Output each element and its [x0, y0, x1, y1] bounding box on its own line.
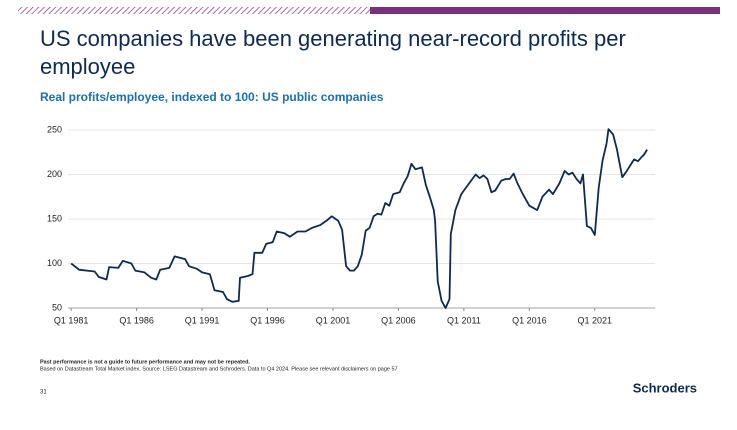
header-bar	[370, 7, 720, 14]
y-tick-label: 50	[52, 302, 62, 312]
x-tick-label: Q1 1981	[54, 315, 89, 325]
x-tick-label: Q1 2006	[381, 315, 416, 325]
source-note: Based on Datastream Total Market index. …	[40, 366, 398, 372]
x-tick-label: Q1 1986	[119, 315, 154, 325]
y-tick-label: 100	[47, 258, 62, 268]
x-tick-label: Q1 1991	[185, 315, 220, 325]
chart-subtitle: Real profits/employee, indexed to 100: U…	[40, 90, 384, 104]
line-series	[70, 128, 648, 309]
slide-title-cont: employee	[40, 54, 135, 79]
x-tick-label: Q1 2011	[447, 315, 481, 325]
x-tick-label: Q1 1996	[250, 315, 285, 325]
x-tick-label: Q1 2016	[512, 315, 547, 325]
y-tick-label: 250	[47, 124, 62, 134]
y-tick-label: 150	[47, 213, 62, 223]
disclaimer: Past performance is not a guide to futur…	[40, 359, 250, 365]
y-tick-label: 200	[47, 169, 62, 179]
header-hatch	[18, 7, 370, 14]
page-number: 31	[40, 390, 47, 396]
x-tick-label: Q1 2001	[316, 315, 351, 325]
brand: Schroders	[633, 380, 697, 395]
x-tick-label: Q1 2021	[578, 315, 613, 325]
slide-title: US companies have been generating near-r…	[40, 26, 626, 51]
